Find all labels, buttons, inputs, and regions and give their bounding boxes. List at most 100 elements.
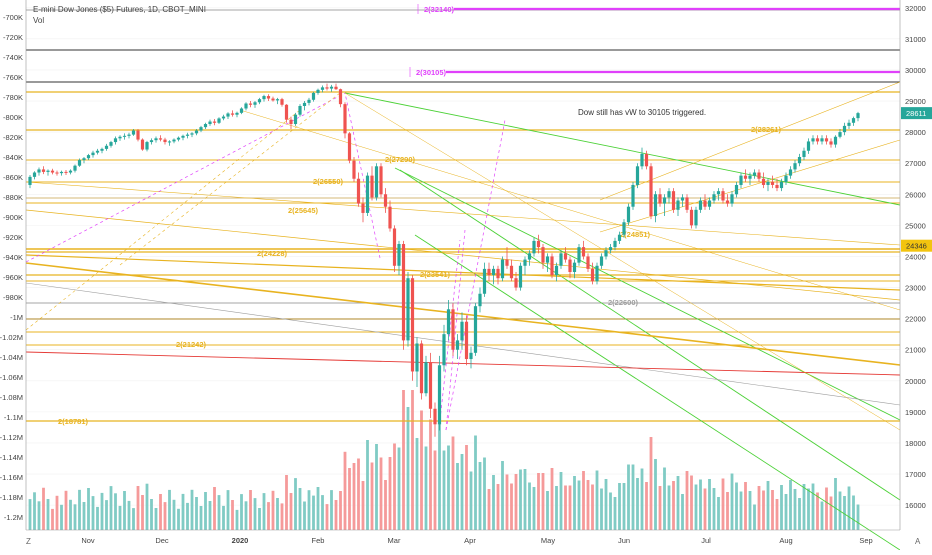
volume-bar — [519, 469, 522, 530]
volume-bar — [258, 508, 261, 530]
volume-bar — [150, 499, 153, 530]
candle-body — [514, 278, 518, 288]
volume-bar — [249, 490, 252, 530]
volume-bar — [735, 482, 738, 530]
level-label: 2(26550) — [313, 177, 344, 186]
volume-bar — [645, 482, 648, 530]
volume-bar — [663, 467, 666, 530]
auto-scale-toggle[interactable]: A — [915, 537, 921, 546]
trend-line — [25, 282, 901, 406]
candle-body — [190, 133, 194, 135]
volume-bar — [811, 483, 815, 530]
candle-body — [554, 265, 559, 276]
candle-body — [833, 136, 838, 145]
volume-bar — [487, 489, 491, 530]
volume-bar — [699, 479, 702, 530]
volume-bar — [69, 499, 72, 530]
volume-bar — [834, 478, 837, 530]
volume-bar — [384, 480, 387, 530]
volume-bar — [843, 496, 846, 530]
candle-body — [586, 256, 590, 269]
volume-bar — [802, 484, 806, 530]
volume-bar — [627, 464, 630, 530]
volume-bar — [325, 504, 329, 530]
candle-body — [437, 365, 442, 425]
volume-bar — [213, 487, 216, 530]
candle-body — [793, 163, 797, 170]
volume-bar — [267, 502, 270, 530]
candle-body — [550, 256, 554, 276]
volume-bar — [726, 492, 729, 530]
candle-body — [401, 244, 406, 341]
volume-bar — [235, 509, 239, 530]
volume-bar — [550, 468, 554, 530]
price-tick-label: 23000 — [905, 284, 926, 293]
candle-body — [59, 171, 64, 174]
volume-bar — [690, 475, 693, 530]
candle-body — [185, 134, 190, 136]
candle-body — [536, 240, 541, 248]
volume-bar — [226, 490, 230, 530]
volume-bar — [96, 506, 99, 530]
price-tick-label: 30000 — [905, 66, 926, 75]
volume-bar — [402, 390, 405, 530]
candle-body — [527, 253, 532, 260]
candle-body — [644, 153, 649, 167]
price-badge-label: 28611 — [906, 109, 926, 118]
volume-bar — [510, 483, 513, 530]
volume-tick-label: -1.12M — [0, 433, 23, 442]
candle-body — [451, 309, 455, 350]
volume-bar — [361, 481, 365, 530]
volume-bar — [177, 508, 180, 530]
candle-body — [338, 89, 343, 105]
candle-body — [617, 234, 622, 241]
candle-body — [239, 108, 244, 113]
candle-body — [50, 170, 55, 173]
candle-body — [487, 268, 491, 276]
volume-bar — [847, 486, 851, 530]
volume-bar — [780, 485, 783, 530]
candle-body — [46, 170, 50, 172]
volume-bar — [793, 489, 797, 530]
volume-tick-label: -880K — [3, 193, 23, 202]
volume-bar — [748, 491, 752, 530]
x-tick-label: Feb — [312, 536, 325, 545]
candle-body — [397, 244, 401, 266]
candle-body — [599, 256, 604, 266]
candle-body — [172, 139, 176, 142]
volume-bar — [199, 506, 203, 530]
volume-bar — [141, 495, 144, 530]
x-tick-label: Jul — [701, 536, 711, 545]
volume-tick-label: -1.02M — [0, 333, 23, 342]
volume-label: Vol — [33, 16, 45, 25]
candle-body — [266, 96, 271, 99]
volume-bar — [474, 435, 477, 530]
candle-body — [293, 114, 298, 125]
candle-body — [541, 247, 545, 263]
volume-bar — [222, 505, 225, 530]
candle-body — [428, 362, 433, 409]
left-axis: -700K -720K -740K -760K -780K -800K -820K -840K… — [0, 0, 27, 530]
volume-bar — [514, 474, 518, 530]
candle-body — [91, 152, 95, 156]
candle-body — [838, 132, 842, 137]
note-text: Dow still has vW to 30105 triggered. — [578, 108, 707, 117]
timezone-toggle[interactable]: Z — [26, 537, 31, 546]
candle-body — [640, 153, 644, 167]
price-tick-label: 24000 — [905, 252, 926, 261]
candle-body — [788, 169, 793, 176]
candle-body — [478, 293, 482, 307]
candle-body — [608, 247, 613, 251]
price-tick-label: 20000 — [905, 377, 926, 386]
trend-line — [25, 351, 901, 376]
candle-body — [388, 206, 392, 229]
candle-body — [469, 352, 473, 360]
volume-bar — [366, 440, 369, 530]
candle-body — [442, 334, 446, 366]
volume-bar — [622, 483, 626, 530]
candle-body — [473, 306, 478, 353]
volume-bar — [424, 446, 428, 530]
volume-bar — [415, 438, 419, 530]
